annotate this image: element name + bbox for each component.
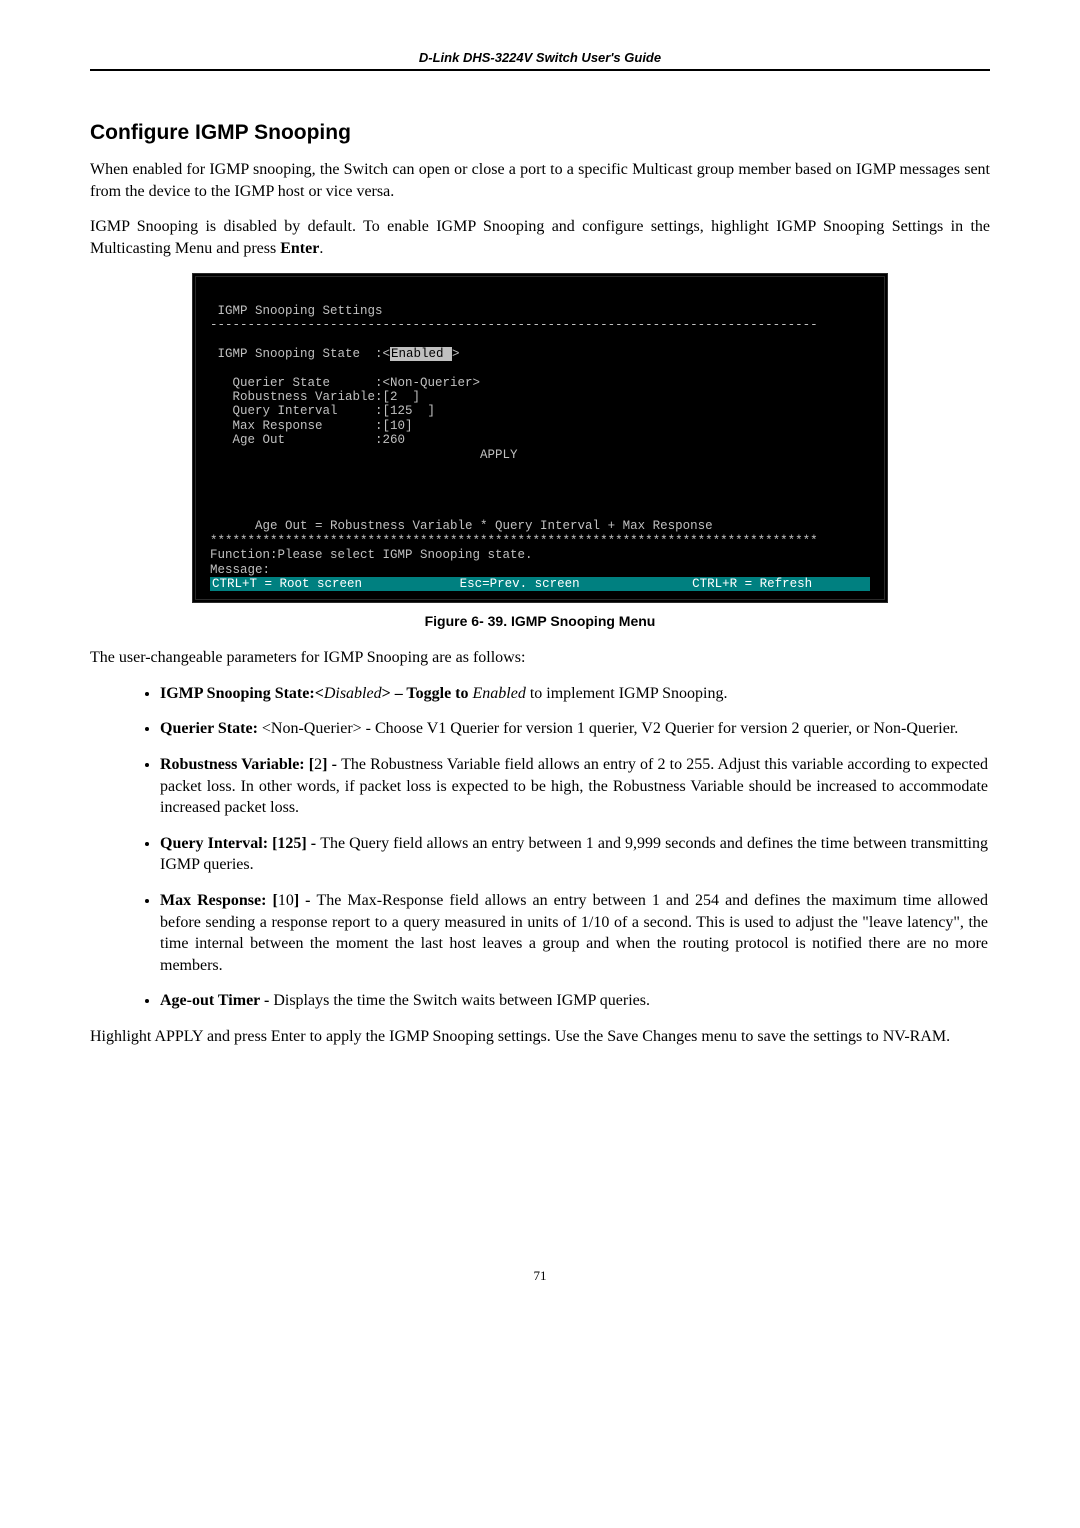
b2-label: Querier State: [160, 720, 262, 737]
intro-paragraph-2: IGMP Snooping is disabled by default. To… [90, 216, 990, 259]
b5-label-a: Max Response: [ [160, 892, 278, 909]
term-state-value: Enabled [390, 347, 452, 361]
terminal-container: IGMP Snooping Settings -----------------… [90, 273, 990, 603]
status-refresh: CTRL+R = Refresh [692, 577, 812, 591]
intro2-text-c: . [319, 240, 323, 257]
status-root: CTRL+T = Root screen [212, 577, 362, 591]
parameter-list: IGMP Snooping State:<Disabled> – Toggle … [90, 683, 990, 1012]
term-apply: APPLY [210, 448, 518, 462]
intro2-enter: Enter [280, 240, 319, 257]
b4-label: Query Interval: [125] - [160, 835, 320, 852]
term-status-bar: CTRL+T = Root screen Esc=Prev. screen CT… [210, 577, 870, 591]
param-max-response: Max Response: [10] - The Max-Response fi… [160, 890, 990, 976]
page-container: D-Link DHS-3224V Switch User's Guide Con… [0, 0, 1080, 1344]
b1-label: IGMP Snooping State:< [160, 685, 324, 702]
param-query-interval: Query Interval: [125] - The Query field … [160, 833, 990, 876]
b3-label-c: ] - [322, 756, 341, 773]
b3-label-a: Robustness Variable: [ [160, 756, 314, 773]
intro2-text-a: IGMP Snooping is disabled by default. To… [90, 218, 990, 257]
params-intro: The user-changeable parameters for IGMP … [90, 647, 990, 669]
figure-caption: Figure 6- 39. IGMP Snooping Menu [90, 613, 990, 629]
page-number: 71 [90, 1268, 990, 1284]
b5-label-c: ] - [294, 892, 317, 909]
header-rule [90, 69, 990, 71]
term-state-label: IGMP Snooping State :< [210, 347, 390, 361]
b1-disabled: Disabled [324, 685, 382, 702]
b5-val: 10 [278, 892, 294, 909]
b1-tail: to implement IGMP Snooping. [526, 685, 728, 702]
b3-val: 2 [314, 756, 322, 773]
b2-text: <Non-Querier> - Choose V1 Querier for ve… [262, 720, 958, 737]
closing-paragraph: Highlight APPLY and press Enter to apply… [90, 1026, 990, 1048]
term-function: Function:Please select IGMP Snooping sta… [210, 548, 533, 562]
term-divider: ----------------------------------------… [210, 318, 818, 332]
b1-gt: > – Toggle to [382, 685, 473, 702]
term-formula: Age Out = Robustness Variable * Query In… [210, 519, 713, 533]
running-header: D-Link DHS-3224V Switch User's Guide [90, 50, 990, 65]
term-state-close: > [452, 347, 460, 361]
param-igmp-state: IGMP Snooping State:<Disabled> – Toggle … [160, 683, 990, 705]
term-stars: ****************************************… [210, 534, 818, 548]
term-title: IGMP Snooping Settings [210, 304, 383, 318]
terminal-screen: IGMP Snooping Settings -----------------… [200, 281, 880, 595]
b1-enabled: Enabled [473, 685, 526, 702]
term-age-out: Age Out :260 [210, 433, 405, 447]
intro-paragraph-1: When enabled for IGMP snooping, the Swit… [90, 159, 990, 202]
term-message: Message: [210, 563, 270, 577]
b6-text: Displays the time the Switch waits betwe… [273, 992, 650, 1009]
param-robustness: Robustness Variable: [2] - The Robustnes… [160, 754, 990, 819]
term-querier-state: Querier State :<Non-Querier> [210, 376, 480, 390]
term-robustness: Robustness Variable:[2 ] [210, 390, 420, 404]
b6-label: Age-out Timer - [160, 992, 273, 1009]
terminal-frame: IGMP Snooping Settings -----------------… [192, 273, 888, 603]
param-querier-state: Querier State: <Non-Querier> - Choose V1… [160, 718, 990, 740]
term-max-response: Max Response :[10] [210, 419, 413, 433]
param-ageout-timer: Age-out Timer - Displays the time the Sw… [160, 990, 990, 1012]
term-query-interval: Query Interval :[125 ] [210, 404, 435, 418]
section-heading: Configure IGMP Snooping [90, 121, 990, 145]
status-prev: Esc=Prev. screen [460, 577, 580, 591]
